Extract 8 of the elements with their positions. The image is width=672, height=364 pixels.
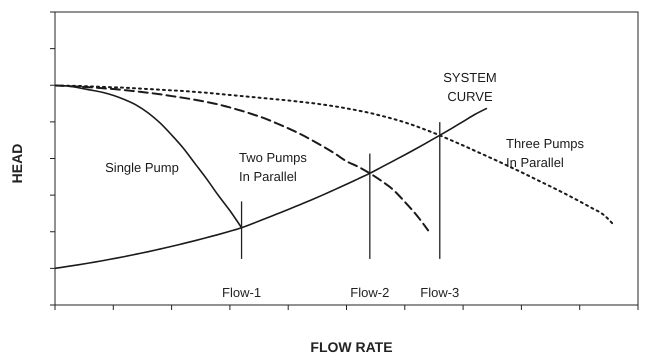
series-label: Single Pump xyxy=(105,160,179,175)
x-axis-title: FLOW RATE xyxy=(310,339,393,355)
y-axis-title: HEAD xyxy=(9,144,25,184)
series-label: Two Pumps In Parallel xyxy=(239,150,308,184)
series-label: SYSTEM CURVE xyxy=(443,70,497,104)
annotation: Flow-3 xyxy=(420,285,460,300)
annotation: Flow-2 xyxy=(350,285,390,300)
annotation: Flow-1 xyxy=(222,285,262,300)
